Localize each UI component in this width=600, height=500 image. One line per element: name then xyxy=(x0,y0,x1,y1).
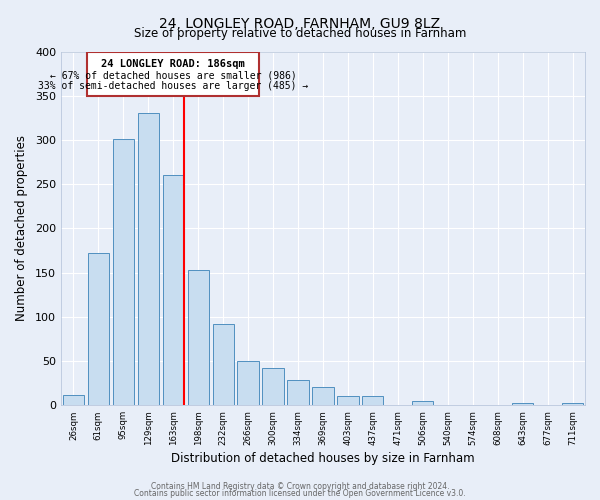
Text: Size of property relative to detached houses in Farnham: Size of property relative to detached ho… xyxy=(134,28,466,40)
Bar xyxy=(238,361,259,406)
Bar xyxy=(137,114,159,406)
Text: ← 67% of detached houses are smaller (986): ← 67% of detached houses are smaller (98… xyxy=(50,70,296,80)
Text: 24 LONGLEY ROAD: 186sqm: 24 LONGLEY ROAD: 186sqm xyxy=(101,58,245,68)
Text: 24, LONGLEY ROAD, FARNHAM, GU9 8LZ: 24, LONGLEY ROAD, FARNHAM, GU9 8LZ xyxy=(160,18,440,32)
Bar xyxy=(287,380,308,406)
Bar xyxy=(337,396,359,406)
Text: 33% of semi-detached houses are larger (485) →: 33% of semi-detached houses are larger (… xyxy=(38,80,308,90)
Text: Contains public sector information licensed under the Open Government Licence v3: Contains public sector information licen… xyxy=(134,489,466,498)
Text: Contains HM Land Registry data © Crown copyright and database right 2024.: Contains HM Land Registry data © Crown c… xyxy=(151,482,449,491)
Bar xyxy=(412,401,433,406)
Bar xyxy=(188,270,209,406)
FancyBboxPatch shape xyxy=(87,52,259,96)
Y-axis label: Number of detached properties: Number of detached properties xyxy=(15,136,28,322)
Bar xyxy=(562,402,583,406)
Bar xyxy=(512,402,533,406)
Bar xyxy=(262,368,284,406)
Bar xyxy=(212,324,234,406)
Bar xyxy=(88,253,109,406)
Bar xyxy=(313,386,334,406)
X-axis label: Distribution of detached houses by size in Farnham: Distribution of detached houses by size … xyxy=(171,452,475,465)
Bar xyxy=(113,139,134,406)
Bar xyxy=(63,394,84,406)
Bar xyxy=(163,176,184,406)
Bar xyxy=(362,396,383,406)
